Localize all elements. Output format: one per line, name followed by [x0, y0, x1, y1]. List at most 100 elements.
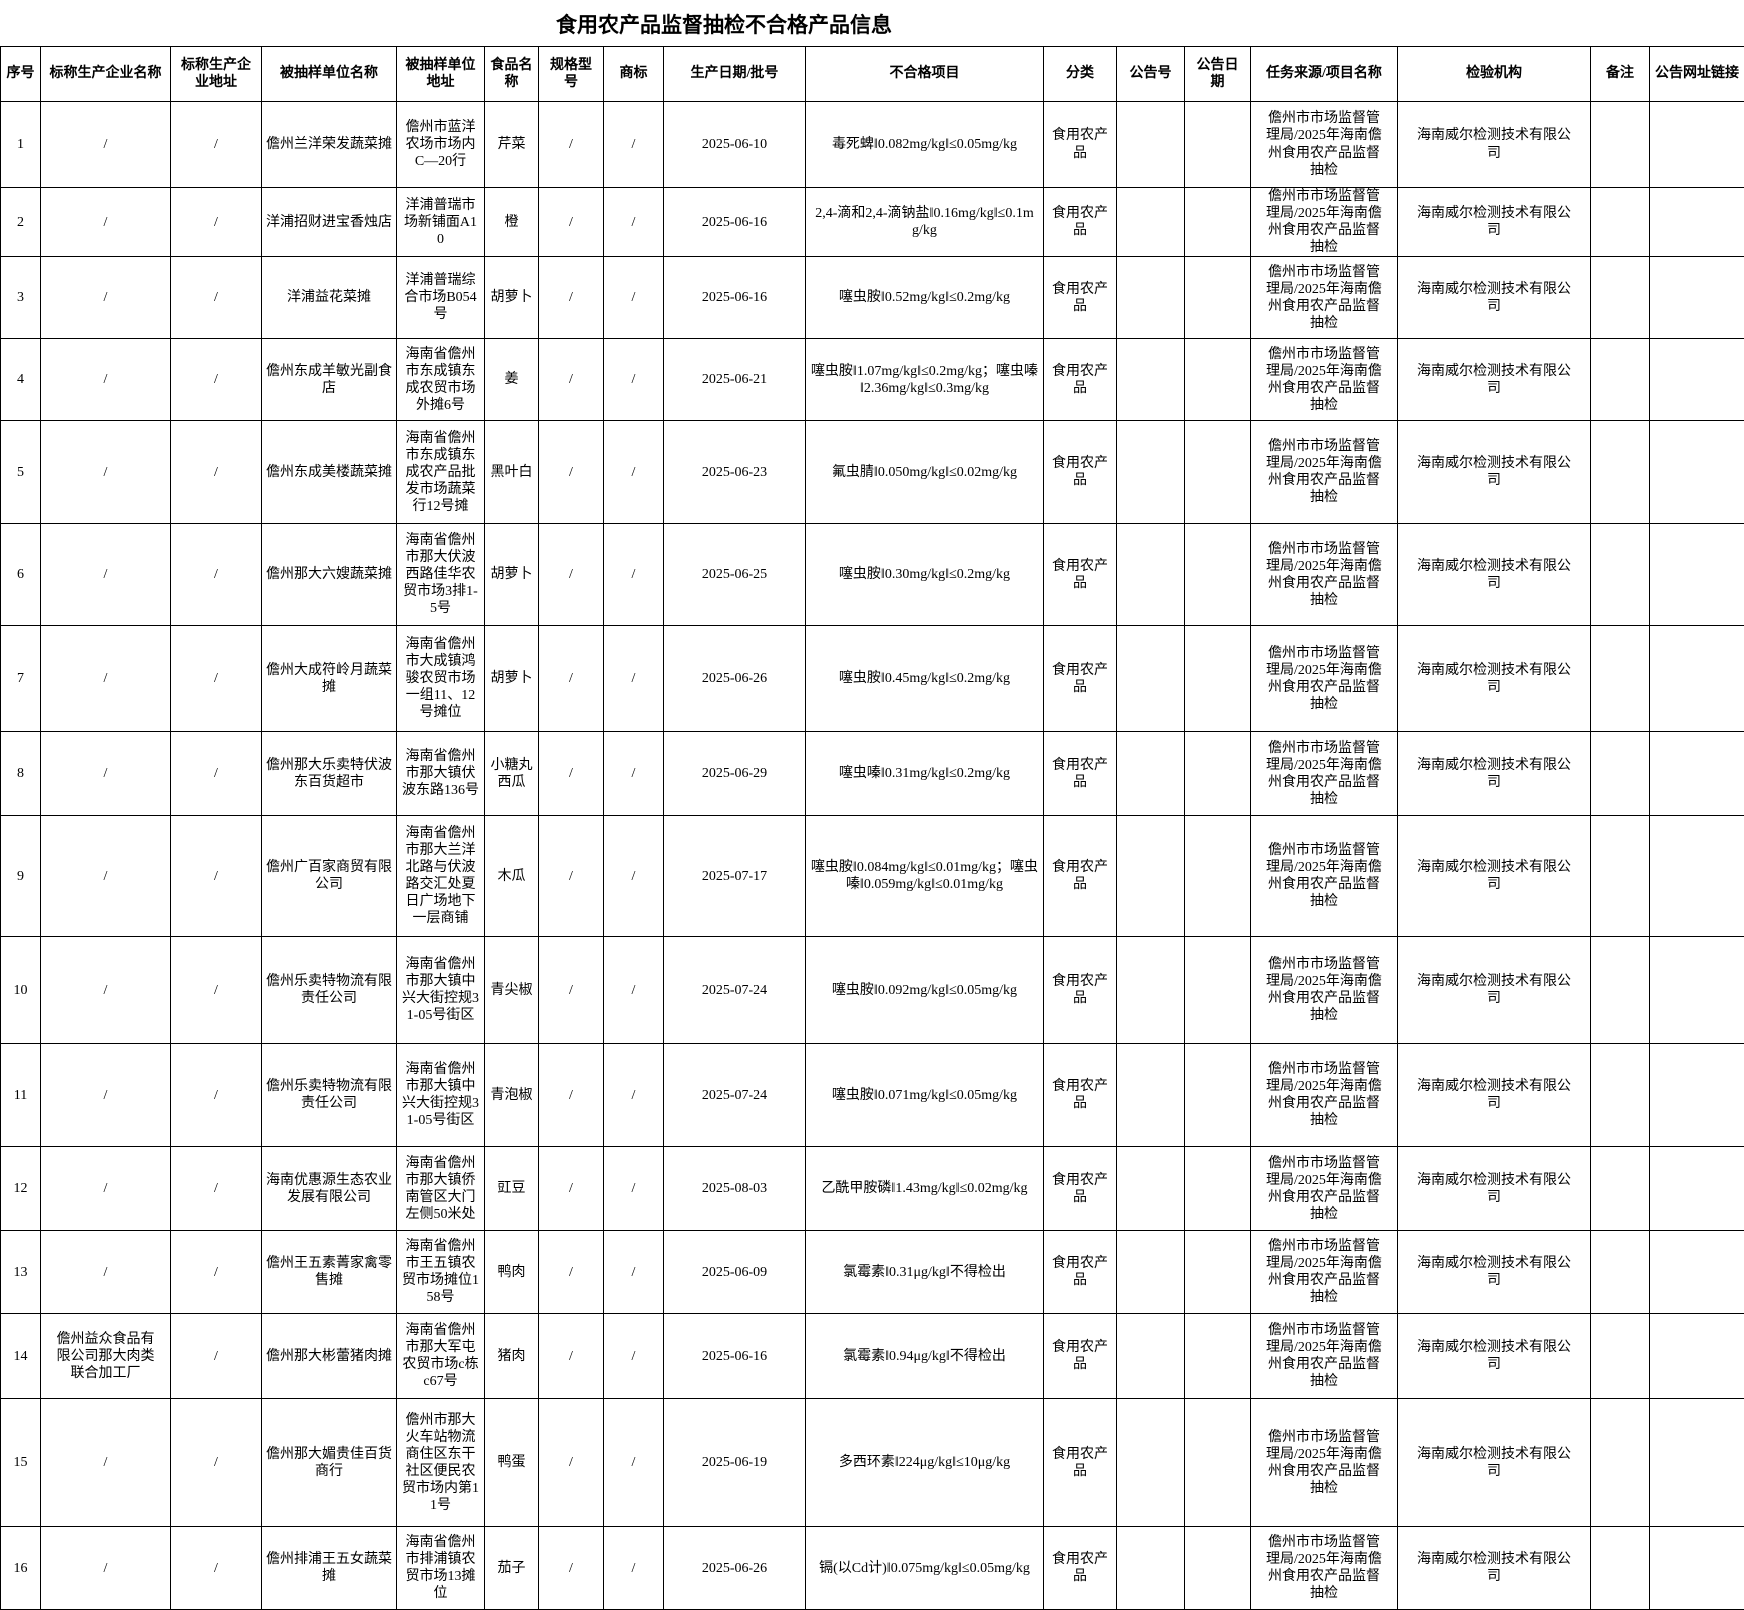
cell-producer-address: / — [171, 1147, 262, 1231]
cell-producer-address: / — [171, 937, 262, 1044]
cell-producer-name: 儋州益众食品有限公司那大肉类联合加工厂 — [41, 1314, 171, 1399]
cell-category: 食用农产品 — [1044, 102, 1117, 188]
cell-task-source: 儋州市市场监督管理局/2025年海南儋州食用农产品监督抽检 — [1251, 102, 1398, 188]
table-row: 7//儋州大成符岭月蔬菜摊海南省儋州市大成镇鸿骏农贸市场一组11、12号摊位胡萝… — [1, 626, 1744, 732]
cell-brand: / — [604, 421, 664, 524]
cell-production-date: 2025-06-21 — [664, 339, 806, 421]
cell-notice-date — [1185, 257, 1251, 339]
cell-failed-item: 氯霉素‖0.31μg/kg‖不得检出 — [806, 1231, 1044, 1314]
cell-brand: / — [604, 339, 664, 421]
column-header-failed-item: 不合格项目 — [806, 47, 1044, 102]
cell-food-name: 胡萝卜 — [485, 257, 539, 339]
cell-notice-link — [1650, 816, 1744, 937]
cell-notice-link — [1650, 1231, 1744, 1314]
cell-food-name: 黑叶白 — [485, 421, 539, 524]
cell-spec-model: / — [539, 339, 604, 421]
cell-task-source: 儋州市市场监督管理局/2025年海南儋州食用农产品监督抽检 — [1251, 1044, 1398, 1147]
cell-notice-number — [1117, 102, 1185, 188]
cell-inspection-agency: 海南威尔检测技术有限公司 — [1398, 1147, 1591, 1231]
cell-category: 食用农产品 — [1044, 1147, 1117, 1231]
cell-sampled-unit-name: 儋州东成羊敏光副食店 — [262, 339, 397, 421]
cell-producer-address: / — [171, 339, 262, 421]
cell-notice-link — [1650, 524, 1744, 626]
cell-remark — [1591, 339, 1650, 421]
cell-notice-number — [1117, 188, 1185, 257]
cell-remark — [1591, 257, 1650, 339]
table-row: 12//海南优惠源生态农业发展有限公司海南省儋州市那大镇侨南管区大门左侧50米处… — [1, 1147, 1744, 1231]
cell-producer-name: / — [41, 1147, 171, 1231]
cell-failed-item: 噻虫胺‖0.071mg/kg‖≤0.05mg/kg — [806, 1044, 1044, 1147]
cell-task-source: 儋州市市场监督管理局/2025年海南儋州食用农产品监督抽检 — [1251, 339, 1398, 421]
cell-notice-date — [1185, 1399, 1251, 1527]
cell-producer-name: / — [41, 1527, 171, 1610]
cell-notice-date — [1185, 937, 1251, 1044]
cell-notice-link — [1650, 732, 1744, 816]
cell-sampled-unit-name: 儋州那大六嫂蔬菜摊 — [262, 524, 397, 626]
cell-spec-model: / — [539, 1147, 604, 1231]
cell-task-source: 儋州市市场监督管理局/2025年海南儋州食用农产品监督抽检 — [1251, 257, 1398, 339]
cell-food-name: 橙 — [485, 188, 539, 257]
cell-producer-name: / — [41, 816, 171, 937]
cell-serial-number: 3 — [1, 257, 41, 339]
column-header-sampled-unit-name: 被抽样单位名称 — [262, 47, 397, 102]
cell-inspection-agency: 海南威尔检测技术有限公司 — [1398, 816, 1591, 937]
cell-notice-link — [1650, 1399, 1744, 1527]
cell-inspection-agency: 海南威尔检测技术有限公司 — [1398, 1314, 1591, 1399]
cell-producer-name: / — [41, 1399, 171, 1527]
cell-category: 食用农产品 — [1044, 524, 1117, 626]
cell-category: 食用农产品 — [1044, 1231, 1117, 1314]
cell-notice-date — [1185, 626, 1251, 732]
cell-sampled-unit-address: 海南省儋州市那大镇中兴大街控规31-05号街区 — [397, 1044, 485, 1147]
cell-producer-name: / — [41, 1044, 171, 1147]
cell-brand: / — [604, 1044, 664, 1147]
cell-remark — [1591, 421, 1650, 524]
cell-food-name: 茄子 — [485, 1527, 539, 1610]
cell-sampled-unit-address: 洋浦普瑞综合市场B054号 — [397, 257, 485, 339]
cell-producer-address: / — [171, 626, 262, 732]
table-body: 1//儋州兰洋荣发蔬菜摊儋州市蓝洋农场市场内C—20行芹菜//2025-06-1… — [1, 102, 1744, 1610]
cell-task-source: 儋州市市场监督管理局/2025年海南儋州食用农产品监督抽检 — [1251, 524, 1398, 626]
cell-notice-link — [1650, 1147, 1744, 1231]
cell-sampled-unit-name: 儋州排浦王五女蔬菜摊 — [262, 1527, 397, 1610]
cell-sampled-unit-name: 海南优惠源生态农业发展有限公司 — [262, 1147, 397, 1231]
cell-production-date: 2025-06-16 — [664, 188, 806, 257]
cell-inspection-agency: 海南威尔检测技术有限公司 — [1398, 626, 1591, 732]
cell-sampled-unit-name: 儋州那大媚贵佳百货商行 — [262, 1399, 397, 1527]
cell-production-date: 2025-06-26 — [664, 626, 806, 732]
cell-brand: / — [604, 524, 664, 626]
cell-producer-address: / — [171, 421, 262, 524]
cell-task-source: 儋州市市场监督管理局/2025年海南儋州食用农产品监督抽检 — [1251, 1314, 1398, 1399]
cell-notice-date — [1185, 102, 1251, 188]
cell-producer-address: / — [171, 816, 262, 937]
cell-producer-name: / — [41, 937, 171, 1044]
cell-failed-item: 噻虫胺‖0.092mg/kg‖≤0.05mg/kg — [806, 937, 1044, 1044]
cell-production-date: 2025-07-17 — [664, 816, 806, 937]
cell-task-source: 儋州市市场监督管理局/2025年海南儋州食用农产品监督抽检 — [1251, 1231, 1398, 1314]
cell-sampled-unit-name: 儋州王五素菁家禽零售摊 — [262, 1231, 397, 1314]
cell-serial-number: 15 — [1, 1399, 41, 1527]
cell-producer-name: / — [41, 188, 171, 257]
cell-producer-address: / — [171, 102, 262, 188]
cell-spec-model: / — [539, 937, 604, 1044]
cell-sampled-unit-address: 海南省儋州市那大伏波西路佳华农贸市场3排1-5号 — [397, 524, 485, 626]
table-row: 1//儋州兰洋荣发蔬菜摊儋州市蓝洋农场市场内C—20行芹菜//2025-06-1… — [1, 102, 1744, 188]
cell-production-date: 2025-06-16 — [664, 257, 806, 339]
cell-food-name: 青泡椒 — [485, 1044, 539, 1147]
cell-remark — [1591, 524, 1650, 626]
cell-serial-number: 1 — [1, 102, 41, 188]
cell-serial-number: 2 — [1, 188, 41, 257]
cell-brand: / — [604, 1527, 664, 1610]
cell-serial-number: 16 — [1, 1527, 41, 1610]
cell-task-source: 儋州市市场监督管理局/2025年海南儋州食用农产品监督抽检 — [1251, 937, 1398, 1044]
cell-producer-address: / — [171, 1527, 262, 1610]
cell-production-date: 2025-06-09 — [664, 1231, 806, 1314]
cell-producer-address: / — [171, 524, 262, 626]
cell-notice-date — [1185, 816, 1251, 937]
cell-food-name: 小糖丸西瓜 — [485, 732, 539, 816]
cell-notice-number — [1117, 1044, 1185, 1147]
cell-brand: / — [604, 102, 664, 188]
cell-inspection-agency: 海南威尔检测技术有限公司 — [1398, 188, 1591, 257]
table-header-row: 序号标称生产企业名称标称生产企业地址被抽样单位名称被抽样单位地址食品名称规格型号… — [1, 47, 1744, 102]
